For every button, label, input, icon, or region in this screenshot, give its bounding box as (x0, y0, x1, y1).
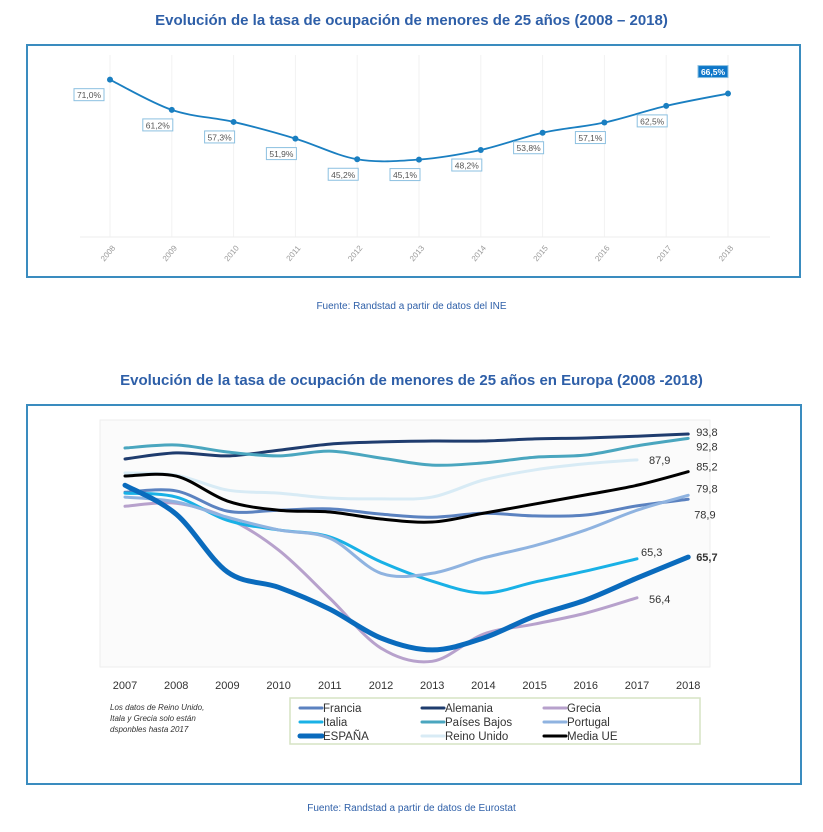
x-tick-label: 2007 (113, 680, 137, 692)
end-label: 85,2 (696, 462, 717, 474)
chart2-title: Evolución de la tasa de ocupación de men… (120, 372, 703, 389)
data-label-box (697, 65, 729, 79)
data-point (477, 147, 484, 154)
data-label: 45,1% (393, 170, 418, 180)
legend-label: Grecia (567, 703, 601, 715)
end-label: 56,4 (649, 594, 670, 606)
data-label: 62,5% (640, 116, 665, 126)
footnote: Los datos de Reino Unido, (110, 703, 204, 712)
plot-area (99, 419, 711, 668)
data-point (416, 156, 422, 163)
x-tick-label: 2016 (574, 680, 598, 692)
data-label-box (142, 118, 174, 132)
end-label: 78,9 (694, 509, 715, 521)
data-label-box (574, 131, 606, 145)
end-label: 65,7 (696, 552, 717, 564)
data-point (354, 156, 361, 163)
data-label: 57,3% (208, 132, 233, 142)
data-label: 71,0% (77, 90, 102, 100)
data-point (107, 76, 113, 83)
data-label-box (636, 114, 668, 128)
x-tick-label: 2018 (676, 680, 700, 692)
chart1-source: Fuente: Randstad a partir de datos del I… (316, 301, 507, 312)
legend-label: Francia (323, 703, 362, 715)
legend-label: Italia (323, 717, 348, 729)
data-label-box (265, 147, 297, 161)
data-label: 61,2% (146, 120, 171, 130)
data-point (663, 102, 670, 109)
chart2-source: Fuente: Randstad a partir de datos de Eu… (307, 803, 516, 814)
series-line-francia (123, 488, 690, 519)
data-point (230, 118, 237, 125)
footnote: Itala y Grecia solo están (110, 714, 196, 723)
data-label-box (389, 168, 421, 182)
x-tick-label: 2014 (471, 680, 495, 692)
legend-label: Alemania (445, 703, 494, 715)
end-label: 65,3 (641, 547, 662, 559)
data-point (539, 129, 546, 136)
series-line-media-ue (123, 470, 690, 524)
x-tick-label: 2012 (369, 680, 393, 692)
chart1-title: Evolución de la tasa de ocupación de men… (155, 12, 668, 29)
data-label: 45,2% (331, 170, 356, 180)
data-point (292, 135, 299, 142)
x-tick-label: 2009 (215, 680, 239, 692)
end-label: 87,9 (649, 455, 670, 467)
legend-label: Media UE (567, 731, 618, 743)
data-label-box (451, 158, 483, 172)
end-label: 92,8 (696, 441, 717, 453)
legend-label: Reino Unido (445, 731, 508, 743)
series-line-españa (122, 482, 691, 653)
end-label: 79,8 (696, 483, 717, 495)
series-line-alemania (123, 432, 690, 461)
legend-label: Portugal (567, 717, 610, 729)
legend-label: ESPAÑA (323, 730, 369, 743)
data-label-box (513, 141, 545, 155)
x-tick-label: 2011 (318, 680, 342, 692)
data-label-box (327, 167, 359, 181)
data-point (168, 106, 175, 113)
data-label: 57,1% (578, 133, 603, 143)
data-label: 51,9% (269, 149, 294, 159)
end-label: 93,8 (696, 427, 717, 439)
data-point (725, 90, 731, 97)
legend-box (289, 697, 701, 745)
data-label: 66,5% (701, 67, 726, 77)
data-label-box (73, 88, 105, 102)
data-label: 48,2% (455, 161, 480, 171)
series-line-reino-unido (123, 458, 639, 501)
x-tick-label: 2008 (164, 680, 188, 692)
data-label: 53,8% (517, 143, 542, 153)
series-line-portugal (123, 493, 690, 579)
data-label-box (204, 130, 236, 144)
x-tick-label: 2017 (625, 680, 649, 692)
series-line-países-bajos (123, 436, 690, 467)
x-tick-label: 2013 (420, 680, 444, 692)
footnote: dsponbles hasta 2017 (110, 725, 189, 734)
x-tick-label: 2010 (266, 680, 290, 692)
x-tick-label: 2015 (522, 680, 546, 692)
chart1-frame (26, 44, 801, 278)
data-point (601, 119, 608, 126)
legend-label: Países Bajos (445, 717, 512, 729)
